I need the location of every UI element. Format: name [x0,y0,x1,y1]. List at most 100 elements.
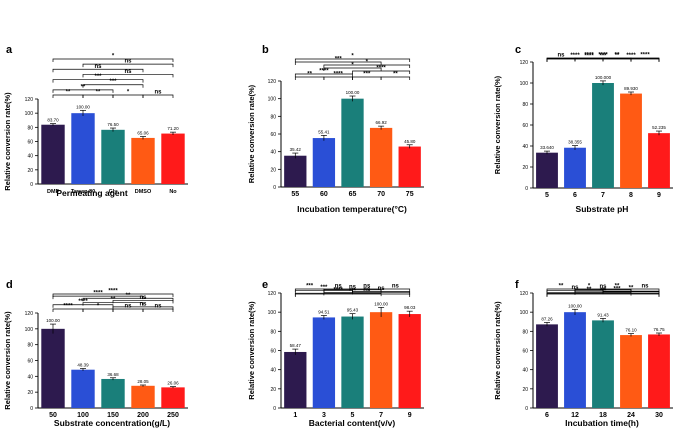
data-label: 76.50 [107,122,119,127]
significance-label: *** [335,57,343,63]
x-tick-label: 12 [571,412,579,419]
data-label: 65.06 [137,130,149,135]
significance-bracket [52,79,144,83]
bar-70 [369,127,393,187]
bar-60 [312,138,336,187]
significance-label: *** [363,72,371,78]
y-tick-label: 100 [520,310,529,316]
x-tick-label: 100 [77,412,89,419]
significance-label: ns [557,53,565,59]
y-tick-label: 20 [522,387,528,393]
significance-label: * [351,54,354,60]
data-label: 28.05 [137,379,149,384]
bar-5 [341,316,364,408]
significance-label: **** [584,53,594,59]
bar-Tween 80 [71,113,95,184]
panel-b: b 0 20 40 60 80 100 120 35.42 55 55.41 60 100.00 65 66… [247,44,424,214]
y-tick-label: 0 [525,186,528,192]
y-tick-label: 100 [520,81,529,87]
x-axis-title: Incubation time(h) [565,418,639,428]
y-tick-label: 20 [270,387,276,393]
x-tick-label: 24 [627,412,635,419]
y-tick-label: 80 [522,102,528,108]
significance-label: ns [363,287,371,293]
significance-bracket [142,94,174,98]
significance-label: **** [334,288,344,294]
bar-DMSO [131,137,155,184]
bar-55 [284,155,307,187]
bar-12 [564,312,586,408]
data-label: 76.75 [653,327,665,332]
significance-label: ns [154,90,162,96]
significance-label: * [588,284,591,290]
y-tick-label: 20 [522,165,528,171]
data-label: 83.70 [47,118,59,123]
bar-DMF [41,124,65,184]
data-label: 52.235 [652,125,666,130]
significance-label: ** [393,72,398,78]
y-tick-label: 60 [522,349,528,355]
y-tick-label: 100 [268,310,277,316]
bar-6 [564,147,586,188]
significance-bracket [380,76,411,80]
significance-label: * [127,90,130,96]
y-tick-label: 120 [520,291,529,297]
bar-30 [648,334,670,408]
x-tick-label: DMSO [135,189,152,195]
significance-label: ** [629,286,634,292]
y-tick-label: 120 [268,79,277,85]
significance-label: ns [154,304,162,310]
panel-label-e: e [262,279,268,291]
data-label: 66.92 [375,120,387,125]
significance-bracket [294,61,382,65]
panel-f: f 0 20 40 60 80 100 120 87.26 6 100.00 12 91.43 18 76.… [493,279,673,428]
y-tick-label: 100 [25,327,34,333]
significance-label: ** [587,287,592,293]
bar-9 [648,133,670,188]
x-tick-label: 7 [379,412,383,419]
bar-65 [341,98,364,187]
y-tick-label: 120 [520,60,529,66]
x-tick-label: 30 [655,412,663,419]
significance-label: *** [109,79,117,85]
y-tick-label: 60 [27,359,33,365]
significance-label: **** [584,53,594,59]
significance-bracket [52,293,174,297]
x-tick-label: 65 [349,191,357,198]
data-label: 58.47 [290,343,302,348]
significance-label: ns [124,304,132,310]
y-tick-label: 0 [273,406,276,412]
y-tick-label: 80 [270,114,276,120]
y-tick-label: 60 [270,349,276,355]
significance-bracket [294,73,353,77]
y-tick-label: 60 [522,123,528,129]
significance-label: * [351,63,354,69]
significance-bracket [52,68,144,73]
bar-7 [592,83,614,188]
y-axis-title: Relative conversion rate(%) [3,311,12,410]
significance-label: ns [571,285,579,291]
data-label: 36.68 [107,372,119,377]
significance-label: ns [378,286,386,292]
y-tick-label: 80 [27,343,33,349]
significance-label: ns [641,284,649,290]
bar-200 [131,385,155,408]
y-tick-label: 0 [30,182,33,188]
significance-label: ns [94,64,102,70]
x-axis-title: Substrate pH [576,204,629,214]
significance-label: **** [63,304,73,310]
y-tick-label: 40 [27,154,33,160]
significance-label: *** [599,289,607,295]
bar-9 [398,314,421,408]
significance-label: ns [392,284,400,290]
x-tick-label: 150 [107,412,119,419]
y-axis-title: Relative conversion rate(%) [247,301,256,400]
x-tick-label: 3 [322,412,326,419]
data-label: 48.39 [77,363,89,368]
x-tick-label: 18 [599,412,607,419]
bar-7 [369,312,393,408]
significance-label: ** [615,284,620,290]
significance-label: **** [598,53,608,59]
data-label: 100.00 [76,104,90,109]
significance-label: *** [306,284,314,290]
